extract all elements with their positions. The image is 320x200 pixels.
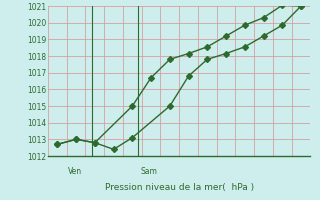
Text: Sam: Sam — [141, 167, 158, 176]
Text: Ven: Ven — [68, 167, 82, 176]
Text: Pression niveau de la mer(  hPa ): Pression niveau de la mer( hPa ) — [105, 183, 254, 192]
